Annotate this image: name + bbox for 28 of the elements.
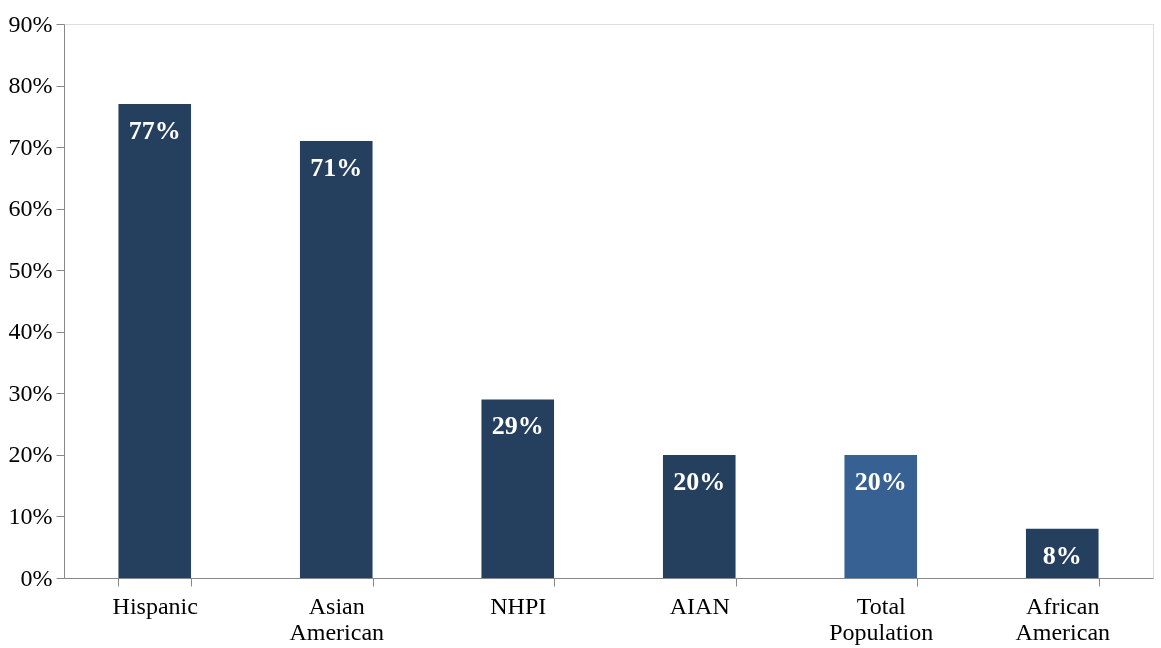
y-tick-label: 20% — [8, 441, 53, 468]
y-tick-label: 80% — [8, 72, 53, 99]
data-label: 77% — [128, 116, 181, 146]
x-tick-label: African American — [1015, 592, 1111, 645]
y-tick-label: 40% — [8, 318, 53, 345]
x-tick-label: Hispanic — [112, 592, 198, 619]
bar — [118, 104, 192, 578]
x-tick-label: Total Population — [829, 592, 934, 645]
bar — [662, 454, 736, 578]
y-tick-label: 70% — [8, 133, 53, 160]
data-label: 20% — [854, 466, 907, 496]
x-tick-label: AIAN — [669, 592, 730, 619]
data-label: 8% — [1042, 540, 1082, 570]
y-tick-label: 10% — [8, 502, 53, 529]
x-tick-label: Asian American — [289, 592, 385, 645]
data-label: 20% — [673, 466, 726, 496]
y-tick-label: 0% — [20, 564, 53, 591]
data-label: 29% — [491, 411, 544, 441]
x-tick-label: NHPI — [490, 592, 547, 619]
y-tick-label: 60% — [8, 195, 53, 222]
y-tick-label: 90% — [8, 10, 53, 37]
bar — [299, 140, 373, 578]
bar — [481, 399, 555, 578]
bar — [844, 454, 918, 578]
y-tick-label: 30% — [8, 379, 53, 406]
bar — [1025, 528, 1099, 578]
data-label: 71% — [310, 152, 363, 182]
y-tick-label: 50% — [8, 256, 53, 283]
